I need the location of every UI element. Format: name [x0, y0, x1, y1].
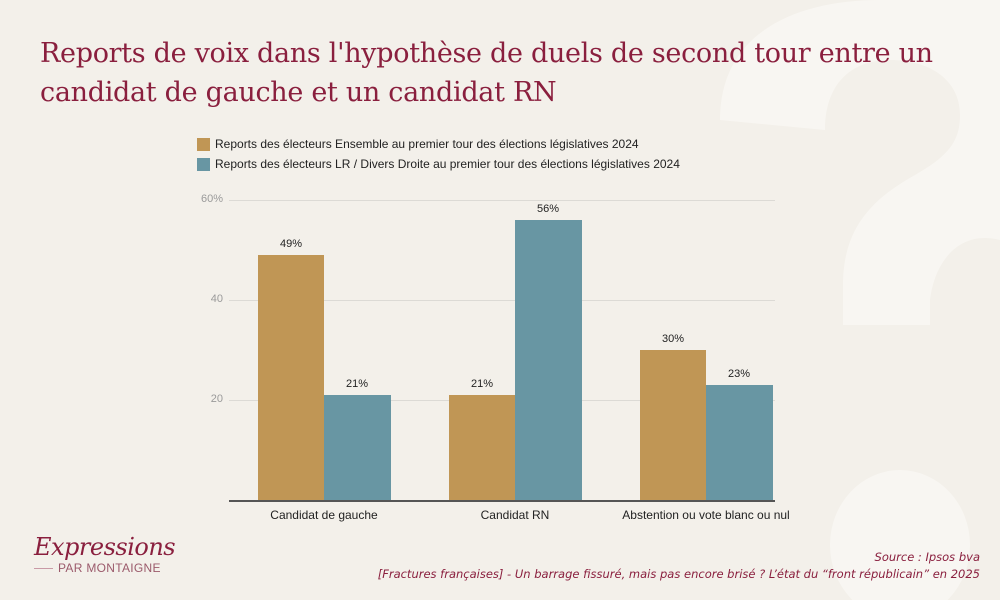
- logo-wordmark: Expressions: [34, 533, 176, 561]
- legend-label: Reports des électeurs LR / Divers Droite…: [215, 157, 680, 171]
- brand-logo: Expressions PAR MONTAIGNE: [34, 533, 176, 575]
- bar-gauche-ensemble: [258, 255, 324, 500]
- bar-gauche-lr: [324, 395, 391, 500]
- bar-abstention-ensemble: [640, 350, 706, 500]
- value-label: 21%: [345, 378, 369, 390]
- logo-rule: [34, 567, 53, 569]
- legend-swatch-teal: [197, 157, 210, 171]
- value-label: 30%: [661, 333, 685, 345]
- x-label-rn: Candidat RN: [480, 508, 550, 522]
- logo-subtitle: PAR MONTAIGNE: [34, 561, 175, 575]
- source-note: Source : Ipsos bva [Fractures françaises…: [378, 549, 980, 583]
- source-text: Source : Ipsos bva: [874, 550, 980, 564]
- bar-rn-ensemble: [449, 395, 515, 500]
- legend-swatch-gold: [197, 137, 210, 151]
- gridline-60: [229, 200, 775, 201]
- legend-label: Reports des électeurs Ensemble au premie…: [215, 137, 639, 151]
- legend-item-lr: Reports des électeurs LR / Divers Droite…: [197, 154, 680, 174]
- y-tick-20: 20: [210, 393, 223, 405]
- bar-abstention-lr: [706, 385, 773, 500]
- value-label: 49%: [279, 238, 303, 250]
- logo-subtitle-text: PAR MONTAIGNE: [58, 561, 161, 575]
- gridline-40: [229, 300, 775, 301]
- legend-item-ensemble: Reports des électeurs Ensemble au premie…: [197, 134, 680, 154]
- bar-rn-lr: [515, 220, 582, 500]
- page-title: Reports de voix dans l'hypothèse de duel…: [40, 38, 933, 108]
- value-label: 21%: [470, 378, 494, 390]
- x-label-gauche: Candidat de gauche: [270, 508, 378, 522]
- value-label: 56%: [536, 203, 560, 215]
- x-axis-line: [229, 500, 775, 502]
- value-label: 23%: [727, 368, 751, 380]
- y-tick-40: 40: [210, 293, 223, 305]
- reference-text: [Fractures françaises] - Un barrage fiss…: [377, 567, 980, 581]
- x-label-abstention: Abstention ou vote blanc ou nul: [622, 508, 790, 522]
- chart-legend: Reports des électeurs Ensemble au premie…: [197, 134, 680, 174]
- y-tick-60: 60%: [200, 193, 223, 205]
